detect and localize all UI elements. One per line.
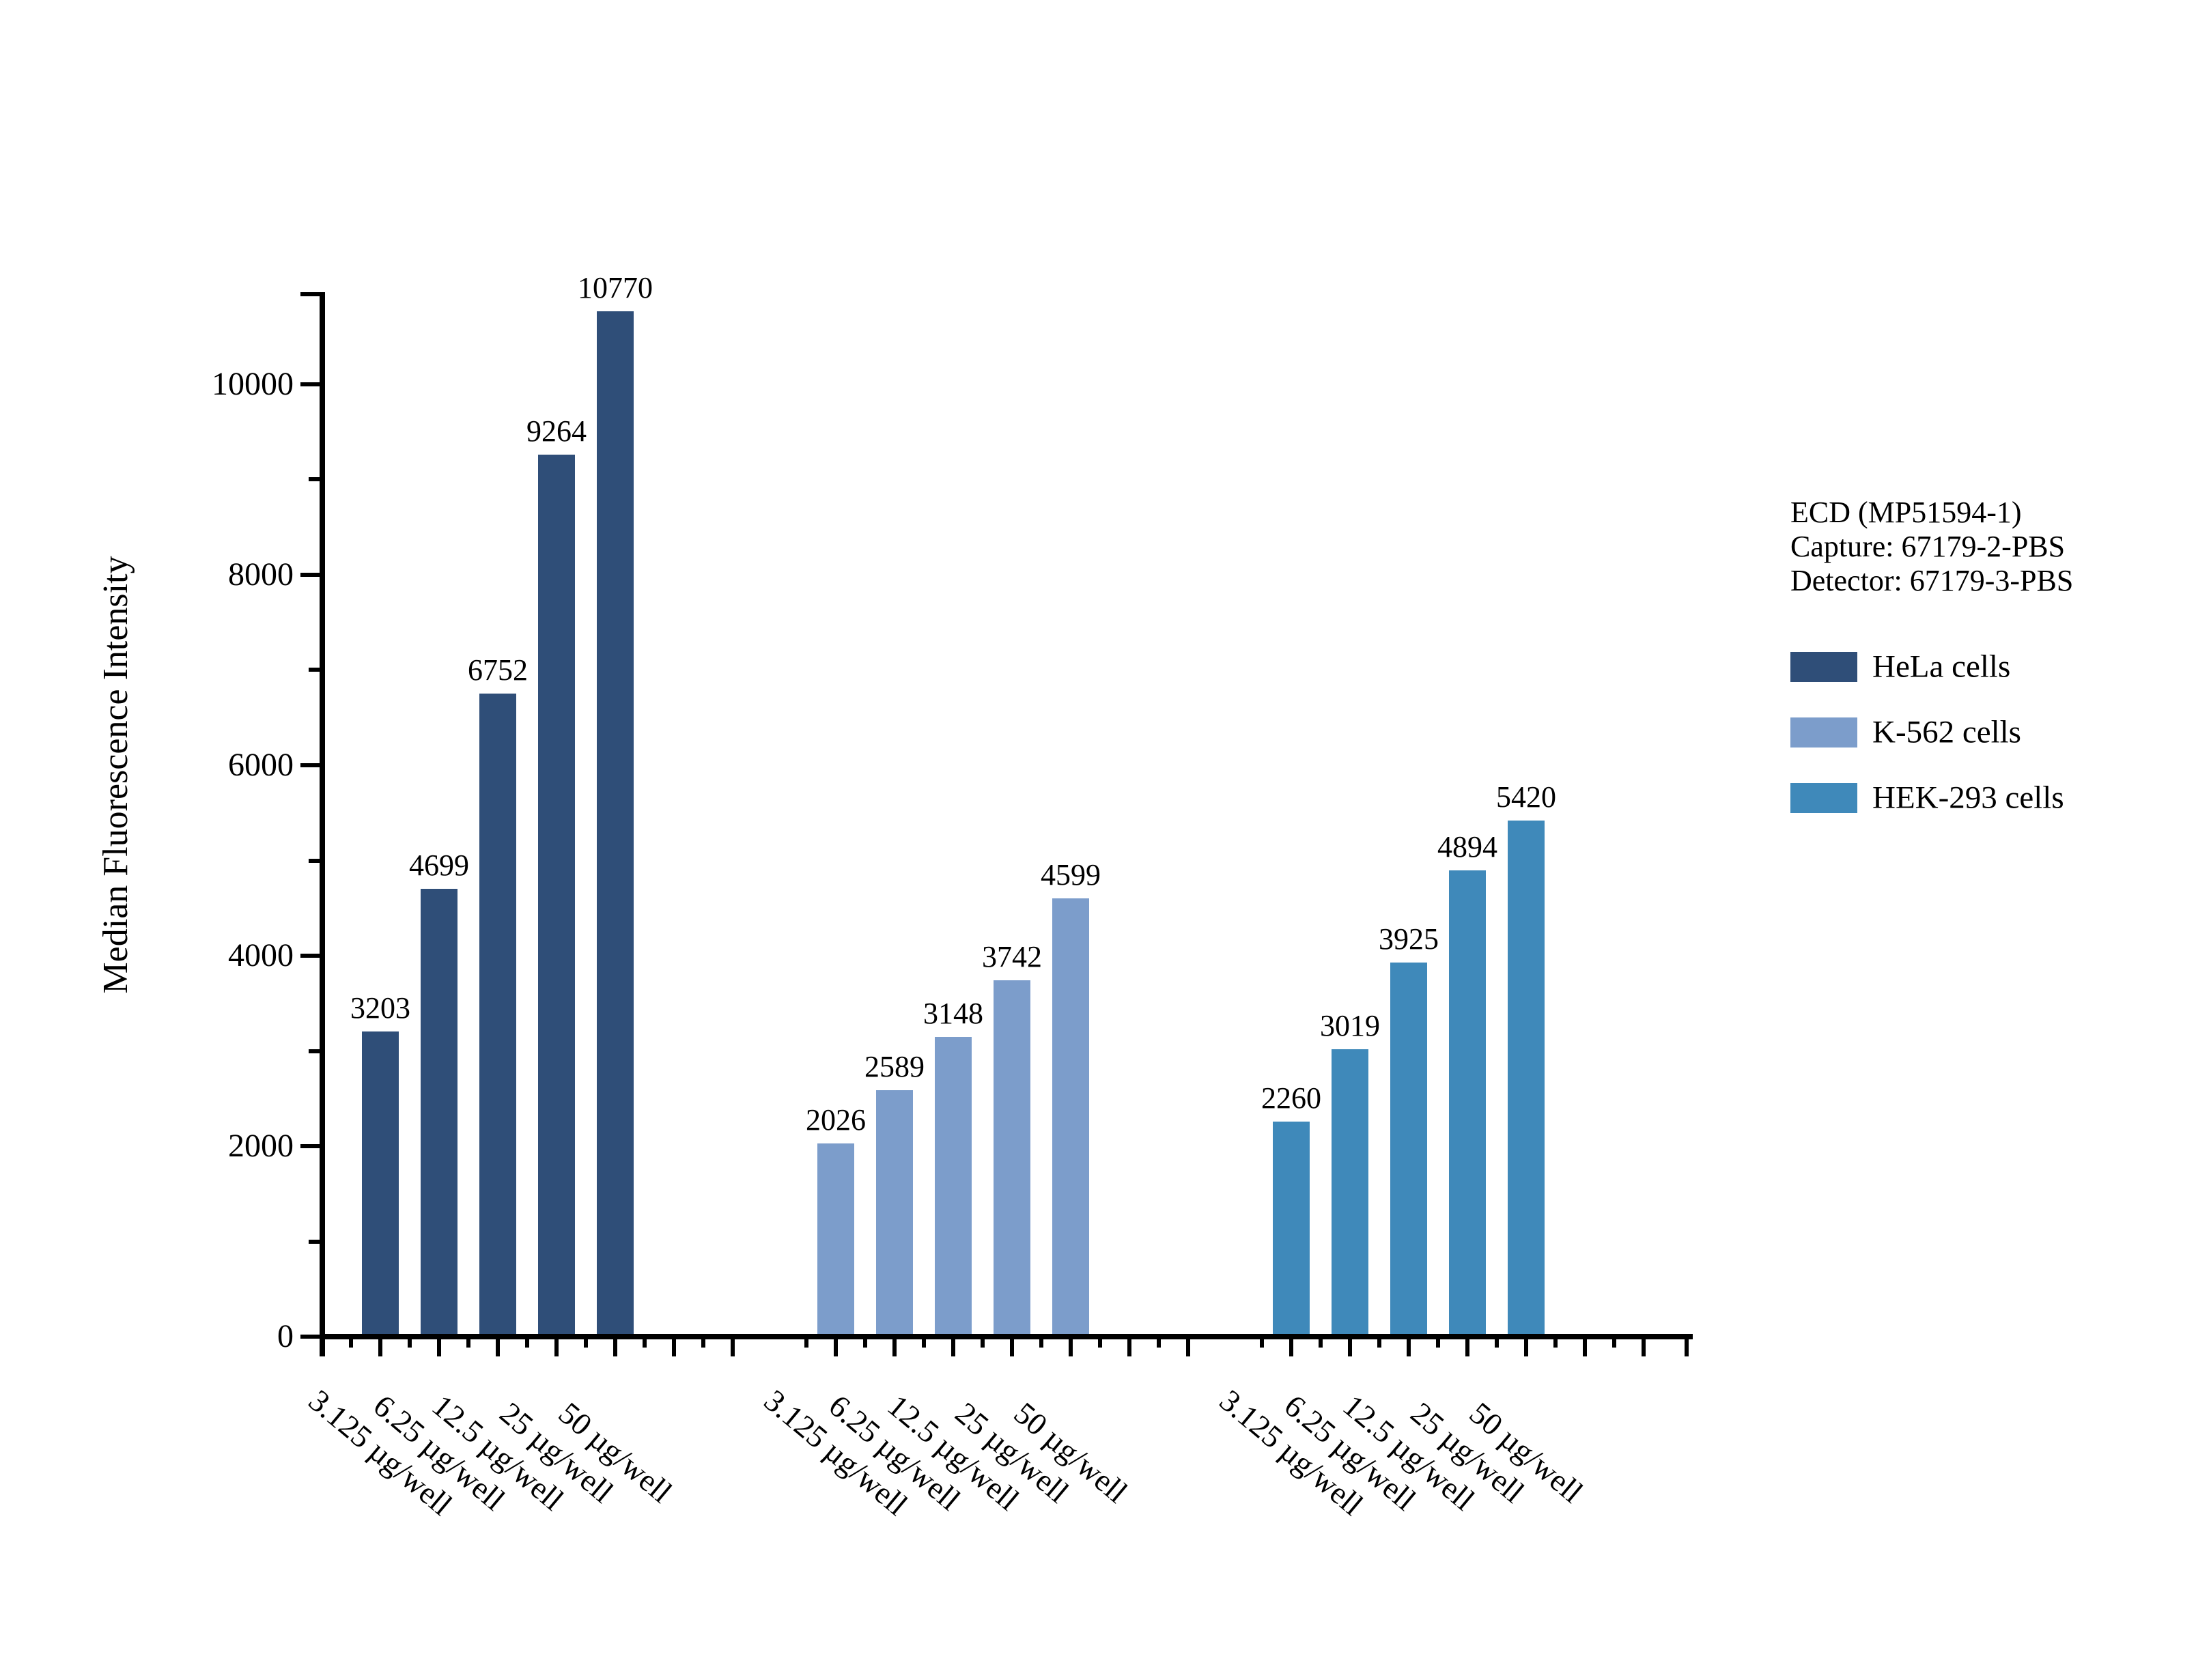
bar-hek-293-3.125 bbox=[1273, 1122, 1310, 1334]
annotation-line-ecd: ECD (MP51594-1) bbox=[1790, 496, 2022, 529]
x-major-tick bbox=[1127, 1339, 1131, 1356]
x-major-tick bbox=[1069, 1339, 1073, 1356]
bar-value-label: 4599 bbox=[1041, 858, 1101, 892]
y-minor-tick bbox=[309, 859, 320, 863]
x-minor-tick bbox=[525, 1339, 529, 1348]
bar-value-label: 3019 bbox=[1320, 1009, 1380, 1042]
x-major-tick bbox=[378, 1339, 382, 1356]
x-minor-tick bbox=[804, 1339, 808, 1348]
bar-value-label: 5420 bbox=[1496, 780, 1556, 814]
bar-hela-3.125 bbox=[362, 1031, 399, 1334]
x-minor-tick bbox=[1098, 1339, 1102, 1348]
x-major-tick bbox=[834, 1339, 838, 1356]
y-minor-tick bbox=[309, 477, 320, 481]
x-major-tick bbox=[1524, 1339, 1528, 1356]
x-minor-tick bbox=[863, 1339, 867, 1348]
x-minor-tick bbox=[922, 1339, 926, 1348]
x-minor-tick bbox=[1553, 1339, 1558, 1348]
x-major-tick bbox=[731, 1339, 735, 1356]
x-major-tick bbox=[1685, 1339, 1689, 1356]
bar-value-label: 9264 bbox=[526, 414, 587, 448]
y-tick-label: 6000 bbox=[228, 747, 294, 783]
bar-hela-12.5 bbox=[479, 694, 516, 1334]
bar-hela-6.25 bbox=[421, 889, 458, 1334]
bar-value-label: 4699 bbox=[409, 849, 469, 882]
y-tick-label: 8000 bbox=[228, 556, 294, 593]
x-major-tick bbox=[1186, 1339, 1190, 1356]
x-major-tick bbox=[672, 1339, 676, 1356]
y-axis-line bbox=[320, 292, 325, 1356]
x-major-tick bbox=[1348, 1339, 1352, 1356]
bar-value-label: 2260 bbox=[1261, 1081, 1321, 1115]
y-minor-tick bbox=[309, 1049, 320, 1053]
bar-value-label: 3925 bbox=[1379, 922, 1439, 956]
y-tick-label: 4000 bbox=[228, 937, 294, 973]
bar-value-label: 2589 bbox=[864, 1050, 925, 1083]
y-major-tick bbox=[300, 1144, 320, 1148]
x-minor-tick bbox=[1039, 1339, 1043, 1348]
y-tick-label: 10000 bbox=[212, 366, 294, 402]
x-major-tick bbox=[554, 1339, 559, 1356]
x-minor-tick bbox=[349, 1339, 353, 1348]
x-major-tick bbox=[496, 1339, 500, 1356]
y-tick-label: 2000 bbox=[228, 1128, 294, 1164]
y-axis-end-tick bbox=[300, 292, 320, 296]
bar-k-562-3.125 bbox=[817, 1143, 854, 1334]
x-major-tick bbox=[1465, 1339, 1469, 1356]
bar-hek-293-12.5 bbox=[1390, 963, 1427, 1334]
y-major-tick bbox=[300, 382, 320, 386]
bar-value-label: 4894 bbox=[1437, 830, 1497, 864]
x-minor-tick bbox=[1495, 1339, 1499, 1348]
x-major-tick bbox=[892, 1339, 897, 1356]
x-minor-tick bbox=[584, 1339, 588, 1348]
y-minor-tick bbox=[309, 1240, 320, 1244]
y-major-tick bbox=[300, 1335, 320, 1339]
bar-value-label: 6752 bbox=[468, 653, 528, 687]
x-major-tick bbox=[1583, 1339, 1587, 1356]
x-major-tick bbox=[1642, 1339, 1646, 1356]
x-major-tick bbox=[1289, 1339, 1293, 1356]
x-axis-line bbox=[320, 1334, 1693, 1339]
bar-hek-293-25 bbox=[1449, 870, 1486, 1334]
bar-hek-293-50 bbox=[1508, 821, 1545, 1334]
x-minor-tick bbox=[981, 1339, 985, 1348]
y-minor-tick bbox=[309, 668, 320, 672]
bar-hela-50 bbox=[597, 311, 634, 1334]
x-major-tick bbox=[437, 1339, 441, 1356]
x-minor-tick bbox=[1260, 1339, 1264, 1348]
y-major-tick bbox=[300, 763, 320, 767]
bar-value-label: 3148 bbox=[923, 997, 983, 1030]
x-minor-tick bbox=[1436, 1339, 1440, 1348]
bar-value-label: 3203 bbox=[350, 991, 410, 1025]
bar-value-label: 3742 bbox=[982, 940, 1042, 973]
x-minor-tick bbox=[643, 1339, 647, 1348]
x-minor-tick bbox=[1612, 1339, 1616, 1348]
annotation-line-capture: Capture: 67179-2-PBS bbox=[1790, 530, 2066, 563]
x-minor-tick bbox=[466, 1339, 470, 1348]
bar-hela-25 bbox=[538, 455, 575, 1334]
y-major-tick bbox=[300, 954, 320, 958]
bar-hek-293-6.25 bbox=[1332, 1049, 1368, 1334]
x-major-tick bbox=[1010, 1339, 1014, 1356]
bar-k-562-50 bbox=[1052, 898, 1089, 1334]
x-major-tick bbox=[951, 1339, 955, 1356]
x-minor-tick bbox=[1319, 1339, 1323, 1348]
x-major-tick bbox=[613, 1339, 617, 1356]
bar-value-label: 10770 bbox=[578, 271, 653, 304]
bar-k-562-25 bbox=[994, 980, 1030, 1334]
x-minor-tick bbox=[1157, 1339, 1161, 1348]
bar-value-label: 2026 bbox=[806, 1103, 866, 1137]
bar-k-562-6.25 bbox=[876, 1090, 913, 1334]
y-major-tick bbox=[300, 573, 320, 577]
y-tick-label: 0 bbox=[277, 1318, 294, 1354]
x-minor-tick bbox=[408, 1339, 412, 1348]
annotation-block: ECD (MP51594-1) Capture: 67179-2-PBS Det… bbox=[1790, 496, 2073, 598]
x-major-tick bbox=[1407, 1339, 1411, 1356]
x-minor-tick bbox=[701, 1339, 705, 1348]
annotation-line-detector: Detector: 67179-3-PBS bbox=[1790, 564, 2074, 597]
x-minor-tick bbox=[1377, 1339, 1381, 1348]
bar-k-562-12.5 bbox=[935, 1037, 972, 1334]
